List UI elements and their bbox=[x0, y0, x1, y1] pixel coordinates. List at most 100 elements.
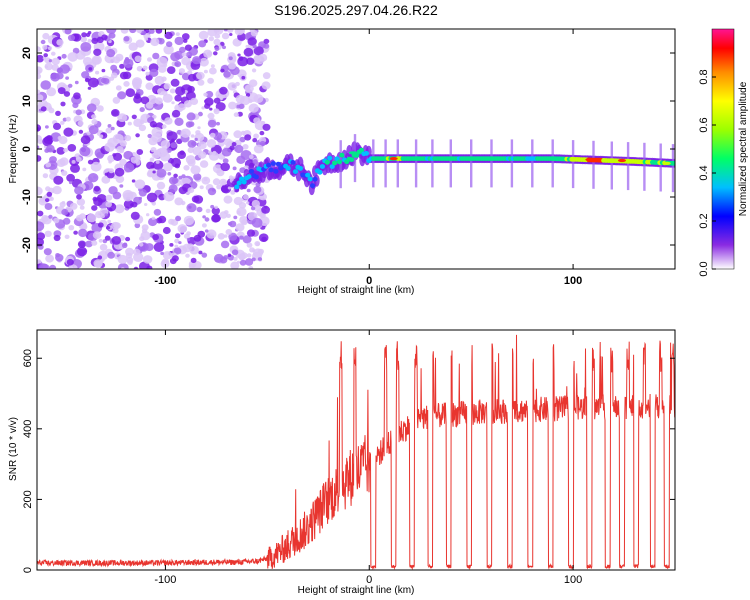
noise-blob bbox=[152, 170, 156, 174]
noise-blob bbox=[228, 56, 233, 61]
noise-blob bbox=[210, 64, 215, 68]
noise-blob bbox=[202, 215, 206, 219]
noise-blob bbox=[261, 205, 270, 214]
noise-blob bbox=[123, 81, 130, 87]
noise-blob bbox=[199, 160, 209, 168]
signal-core bbox=[332, 160, 338, 166]
noise-blob bbox=[176, 138, 183, 145]
signal-core bbox=[305, 172, 311, 178]
noise-blob bbox=[37, 127, 40, 132]
noise-blob bbox=[213, 51, 218, 56]
noise-blob bbox=[127, 259, 133, 265]
noise-blob bbox=[136, 154, 141, 159]
noise-blob bbox=[164, 117, 173, 125]
noise-blob bbox=[56, 159, 66, 167]
noise-blob bbox=[197, 79, 205, 86]
noise-blob bbox=[131, 114, 137, 120]
noise-blob bbox=[48, 59, 53, 63]
noise-blob bbox=[178, 103, 186, 111]
noise-blob bbox=[240, 150, 252, 160]
noise-blob bbox=[110, 64, 118, 72]
noise-blob bbox=[152, 160, 164, 170]
snr-frame bbox=[36, 329, 676, 571]
noise-blob bbox=[211, 214, 221, 223]
signal-core bbox=[246, 174, 252, 180]
noise-blob bbox=[219, 211, 228, 219]
noise-blob bbox=[152, 124, 156, 128]
noise-blob bbox=[77, 120, 84, 127]
signal-smear bbox=[449, 139, 452, 188]
noise-blob bbox=[85, 240, 93, 248]
noise-blob bbox=[208, 151, 220, 161]
noise-blob bbox=[249, 29, 255, 33]
noise-blob bbox=[86, 131, 91, 136]
noise-blob bbox=[243, 47, 254, 57]
colorbar-tick-label: 0.2 bbox=[698, 213, 710, 228]
noise-blob bbox=[78, 129, 84, 134]
noise-blob bbox=[122, 71, 132, 80]
noise-blob bbox=[248, 154, 254, 159]
noise-blob bbox=[250, 206, 256, 211]
noise-blob bbox=[151, 201, 156, 206]
noise-blob bbox=[135, 39, 145, 48]
noise-blob bbox=[67, 144, 77, 152]
noise-blob bbox=[153, 208, 162, 216]
noise-blob bbox=[253, 186, 262, 194]
noise-blob bbox=[223, 29, 228, 32]
noise-blob bbox=[77, 240, 87, 248]
noise-blob bbox=[91, 114, 97, 119]
ytick-label: 400 bbox=[22, 420, 34, 438]
noise-blob bbox=[87, 39, 92, 43]
noise-blob bbox=[239, 136, 246, 143]
noise-blob bbox=[56, 147, 66, 155]
noise-blob bbox=[149, 68, 159, 77]
noise-blob bbox=[259, 140, 266, 147]
noise-blob bbox=[104, 142, 115, 152]
noise-blob bbox=[105, 194, 113, 201]
noise-blob bbox=[160, 251, 165, 256]
noise-blob bbox=[105, 201, 112, 208]
noise-blob bbox=[79, 205, 85, 210]
noise-blob bbox=[65, 116, 71, 122]
noise-blob bbox=[219, 86, 228, 95]
noise-blob bbox=[37, 46, 41, 52]
noise-blob bbox=[223, 255, 229, 260]
noise-blob bbox=[238, 103, 245, 110]
noise-blob bbox=[233, 196, 243, 206]
signal-core bbox=[672, 161, 675, 166]
noise-blob bbox=[138, 189, 147, 197]
noise-blob bbox=[67, 83, 73, 88]
noise-blob bbox=[123, 192, 133, 202]
noise-blob bbox=[131, 201, 138, 208]
noise-blob bbox=[253, 46, 264, 56]
noise-blob bbox=[73, 92, 81, 100]
signal-smear bbox=[592, 140, 595, 189]
noise-blob bbox=[131, 179, 136, 183]
noise-blob bbox=[83, 181, 94, 191]
noise-blob bbox=[72, 47, 80, 54]
signal-core bbox=[234, 184, 240, 190]
noise-blob bbox=[246, 188, 251, 193]
noise-blob bbox=[186, 237, 191, 242]
signal-core bbox=[327, 155, 333, 161]
noise-blob bbox=[261, 236, 267, 242]
noise-blob bbox=[252, 138, 258, 143]
noise-blob bbox=[193, 195, 204, 204]
noise-blob bbox=[190, 134, 195, 138]
noise-blob bbox=[46, 87, 57, 97]
noise-blob bbox=[45, 254, 54, 263]
noise-blob bbox=[156, 168, 167, 178]
noise-blob bbox=[209, 132, 216, 138]
noise-blob bbox=[242, 235, 252, 244]
noise-blob bbox=[80, 135, 91, 145]
noise-blob bbox=[251, 199, 260, 208]
noise-blob bbox=[55, 253, 60, 258]
signal-hotspot bbox=[585, 158, 594, 162]
noise-blob bbox=[174, 94, 182, 102]
noise-blob bbox=[253, 133, 259, 139]
noise-blob bbox=[248, 266, 254, 269]
noise-blob bbox=[87, 86, 92, 90]
noise-blob bbox=[68, 225, 75, 231]
signal-core bbox=[329, 164, 335, 170]
